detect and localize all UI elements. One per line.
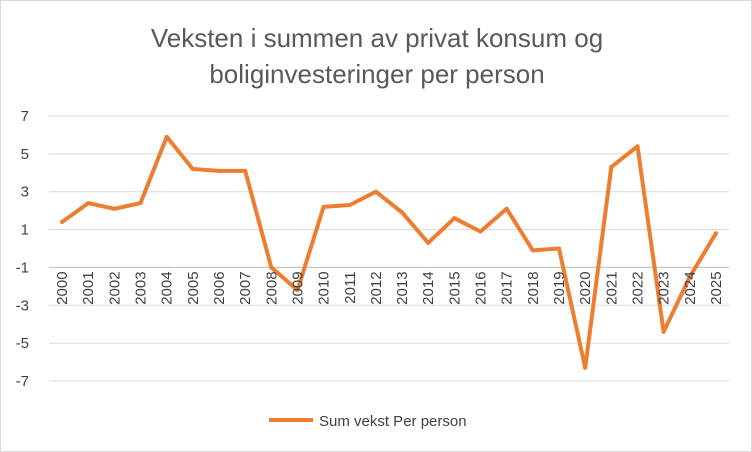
x-tick-label: 2000 bbox=[54, 271, 71, 304]
data-point bbox=[112, 206, 117, 211]
y-tick-label: 5 bbox=[21, 146, 29, 163]
y-tick-label: -1 bbox=[16, 259, 29, 276]
data-point bbox=[687, 274, 692, 279]
data-point bbox=[583, 365, 588, 370]
y-axis-tick-labels: 7 5 3 1 -1 -3 -5 -7 bbox=[16, 108, 29, 390]
x-tick-label: 2010 bbox=[316, 271, 333, 304]
x-tick-label: 2001 bbox=[80, 271, 97, 304]
data-point bbox=[530, 248, 535, 253]
data-point bbox=[190, 167, 195, 171]
data-point bbox=[347, 202, 352, 207]
data-point bbox=[243, 168, 248, 173]
legend: Sum vekst Per person bbox=[269, 413, 467, 430]
x-tick-label: 2014 bbox=[420, 271, 437, 304]
data-point bbox=[452, 216, 457, 221]
x-tick-label: 2013 bbox=[394, 271, 411, 304]
x-tick-label: 2018 bbox=[525, 271, 542, 304]
x-tick-label: 2006 bbox=[211, 271, 228, 304]
x-tick-label: 2005 bbox=[185, 271, 202, 304]
x-tick-label: 2022 bbox=[629, 271, 646, 304]
data-point bbox=[60, 220, 65, 224]
data-point bbox=[504, 206, 509, 211]
data-point bbox=[400, 210, 405, 215]
legend-label: Sum vekst Per person bbox=[319, 413, 467, 430]
x-tick-label: 2004 bbox=[159, 271, 176, 304]
data-point bbox=[86, 201, 91, 206]
x-tick-label: 2016 bbox=[473, 271, 490, 304]
x-tick-label: 2012 bbox=[368, 271, 385, 304]
data-point bbox=[478, 229, 483, 234]
data-point bbox=[164, 134, 169, 139]
y-tick-label: 7 bbox=[21, 108, 29, 125]
x-axis-tick-labels: 2000 2001 2002 2003 2004 2005 2006 2007 2008 2009… bbox=[54, 271, 725, 304]
data-point bbox=[321, 204, 326, 209]
x-tick-label: 2025 bbox=[708, 271, 725, 304]
data-point bbox=[661, 329, 666, 334]
data-point bbox=[426, 240, 431, 245]
x-tick-label: 2003 bbox=[133, 271, 150, 304]
data-point bbox=[373, 189, 378, 194]
x-tick-label: 2007 bbox=[237, 271, 254, 304]
data-point bbox=[713, 231, 718, 236]
x-tick-label: 2008 bbox=[263, 271, 280, 304]
data-point bbox=[635, 144, 640, 149]
x-tick-label: 2024 bbox=[682, 271, 699, 304]
x-tick-label: 2002 bbox=[106, 271, 123, 304]
x-tick-label: 2023 bbox=[656, 271, 673, 304]
x-tick-label: 2020 bbox=[577, 271, 594, 304]
x-tick-label: 2011 bbox=[342, 271, 359, 303]
x-tick-label: 2017 bbox=[499, 271, 516, 304]
y-tick-label: -5 bbox=[16, 335, 29, 352]
data-point bbox=[609, 165, 614, 170]
y-tick-label: 3 bbox=[21, 184, 29, 201]
data-point bbox=[557, 246, 561, 251]
y-tick-label: 1 bbox=[21, 222, 29, 239]
series-line bbox=[60, 134, 718, 370]
data-point bbox=[138, 201, 143, 206]
gridlines bbox=[49, 115, 729, 382]
x-tick-label: 2009 bbox=[289, 271, 306, 304]
data-point bbox=[269, 265, 274, 270]
chart-title-line-1: Veksten i summen av privat konsum og bbox=[151, 23, 603, 53]
data-point bbox=[295, 288, 300, 293]
series-layer bbox=[60, 134, 718, 370]
x-tick-label: 2015 bbox=[446, 271, 463, 304]
x-tick-label: 2019 bbox=[551, 271, 568, 304]
chart-title-line-2: boliginvesteringer per person bbox=[209, 59, 544, 89]
y-tick-label: -7 bbox=[16, 373, 29, 390]
x-tick-label: 2021 bbox=[603, 271, 620, 304]
data-point bbox=[217, 168, 221, 173]
y-tick-label: -3 bbox=[16, 297, 29, 314]
